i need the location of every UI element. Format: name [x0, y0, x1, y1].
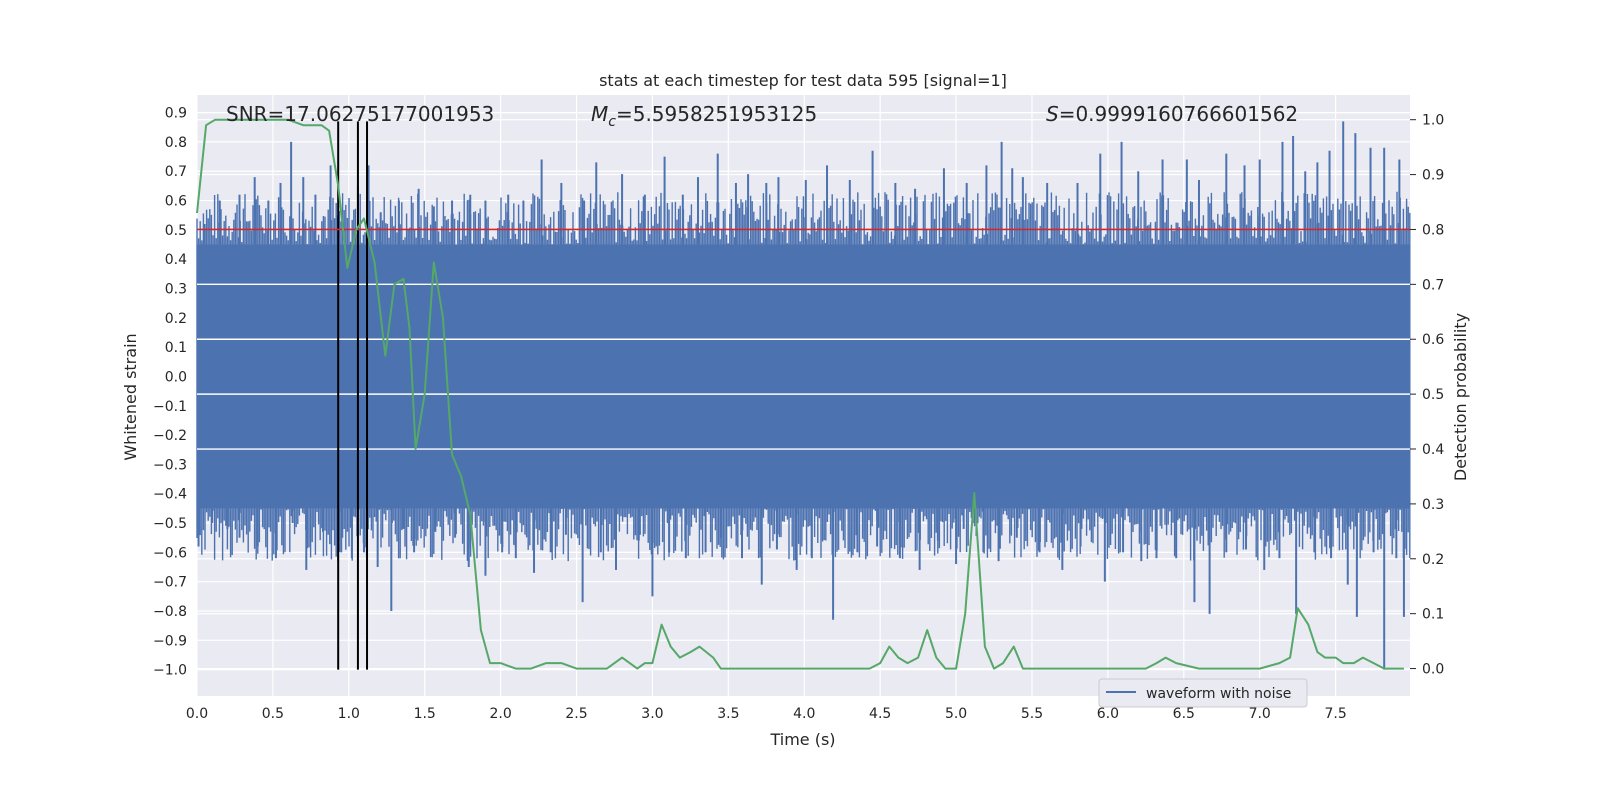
y-tick-label-left: 0.0 [165, 369, 187, 385]
mc-value: =5.5958251953125 [616, 102, 817, 126]
y-tick-label-right: 0.0 [1422, 662, 1444, 678]
x-tick-label: 2.0 [489, 706, 511, 722]
y-tick-label-left: 0.6 [165, 194, 187, 210]
chart-title-group: stats at each timestep for test data 595… [599, 71, 1007, 90]
y-tick-label-right: 0.4 [1422, 442, 1444, 458]
detection-probability-series [196, 118, 1410, 670]
x-tick-label: 5.5 [1021, 706, 1043, 722]
mc-subscript: c [608, 114, 616, 130]
y-tick-label-left: 0.2 [165, 311, 187, 327]
y-tick-label-left: −1.0 [153, 663, 187, 679]
y-tick-label-left: −0.6 [153, 545, 187, 561]
waveform-series [196, 121, 1411, 670]
x-axis-label: Time (s) [769, 730, 835, 749]
y-axis-label-right: Detection probability [1451, 313, 1470, 481]
y-tick-label-left: 0.5 [165, 223, 187, 239]
waveform-noise-fringe [196, 191, 1411, 562]
legend: waveform with noise [1098, 678, 1308, 708]
y-tick-label-right: 0.3 [1422, 497, 1444, 513]
s-symbol: S [1046, 102, 1059, 126]
significance-annotation: S=0.9999160766601562 [1046, 102, 1298, 126]
x-tick-label: 5.0 [945, 706, 967, 722]
y-tick-label-right: 0.7 [1422, 277, 1444, 293]
x-tick-label: 3.0 [641, 706, 663, 722]
chart-title: stats at each timestep for test data 595… [599, 71, 1007, 90]
vertical-markers [337, 121, 369, 670]
x-tick-label: 7.0 [1249, 706, 1271, 722]
y-tick-label-right: 0.5 [1422, 387, 1444, 403]
s-value: =0.9999160766601562 [1059, 102, 1298, 126]
legend-label-waveform: waveform with noise [1146, 686, 1291, 702]
x-tick-label: 7.5 [1324, 706, 1346, 722]
y-tick-label-left: −0.5 [153, 516, 187, 532]
x-tick-label: 3.5 [717, 706, 739, 722]
y-tick-label-left: 0.7 [165, 164, 187, 180]
x-tick-label: 2.5 [565, 706, 587, 722]
chirp-mass-annotation: Mc=5.5958251953125 [591, 102, 817, 130]
y-tick-label-left: 0.1 [165, 340, 187, 356]
y-tick-label-left: −0.7 [153, 575, 187, 591]
snr-annotation: SNR=17.06275177001953 [226, 102, 494, 126]
y-tick-label-left: −0.2 [153, 428, 187, 444]
x-tick-label: 4.0 [793, 706, 815, 722]
annotations: SNR=17.06275177001953 Mc=5.5958251953125… [226, 102, 1298, 130]
x-tick-label: 1.0 [338, 706, 360, 722]
x-tick-label: 6.0 [1097, 706, 1119, 722]
x-tick-label: 6.5 [1173, 706, 1195, 722]
x-tick-label: 1.5 [414, 706, 436, 722]
y-tick-label-left: −0.4 [153, 487, 187, 503]
legend-box [1098, 678, 1308, 708]
y-tick-label-right: 0.9 [1422, 168, 1444, 184]
y-tick-label-left: 0.3 [165, 281, 187, 297]
y-tick-label-left: 0.8 [165, 135, 187, 151]
y-tick-label-left: 0.9 [165, 106, 187, 122]
x-tick-label: 0.0 [186, 706, 208, 722]
x-tick-label: 4.5 [869, 706, 891, 722]
mc-symbol: M [591, 102, 608, 126]
y-tick-label-left: −0.8 [153, 604, 187, 620]
y-tick-label-right: 0.8 [1422, 222, 1444, 238]
y-tick-label-left: −0.9 [153, 633, 187, 649]
y-tick-label-right: 0.2 [1422, 552, 1444, 568]
axis-ticks: 0.0 0.5 1.0 1.5 2.0 2.5 3.0 3.5 4.0 4.5 5.0 5.5 6.0 6… [153, 106, 1444, 722]
y-tick-label-right: 0.6 [1422, 332, 1444, 348]
y-tick-label-right: 1.0 [1422, 113, 1444, 129]
y-tick-label-left: −0.3 [153, 457, 187, 473]
y-tick-label-left: 0.4 [165, 252, 187, 268]
detection-probability-line [196, 118, 1404, 670]
y-axis-label-left: Whitened strain [121, 333, 140, 460]
x-tick-label: 0.5 [262, 706, 284, 722]
y-tick-label-left: −0.1 [153, 399, 187, 415]
y-tick-label-right: 0.1 [1422, 607, 1444, 623]
